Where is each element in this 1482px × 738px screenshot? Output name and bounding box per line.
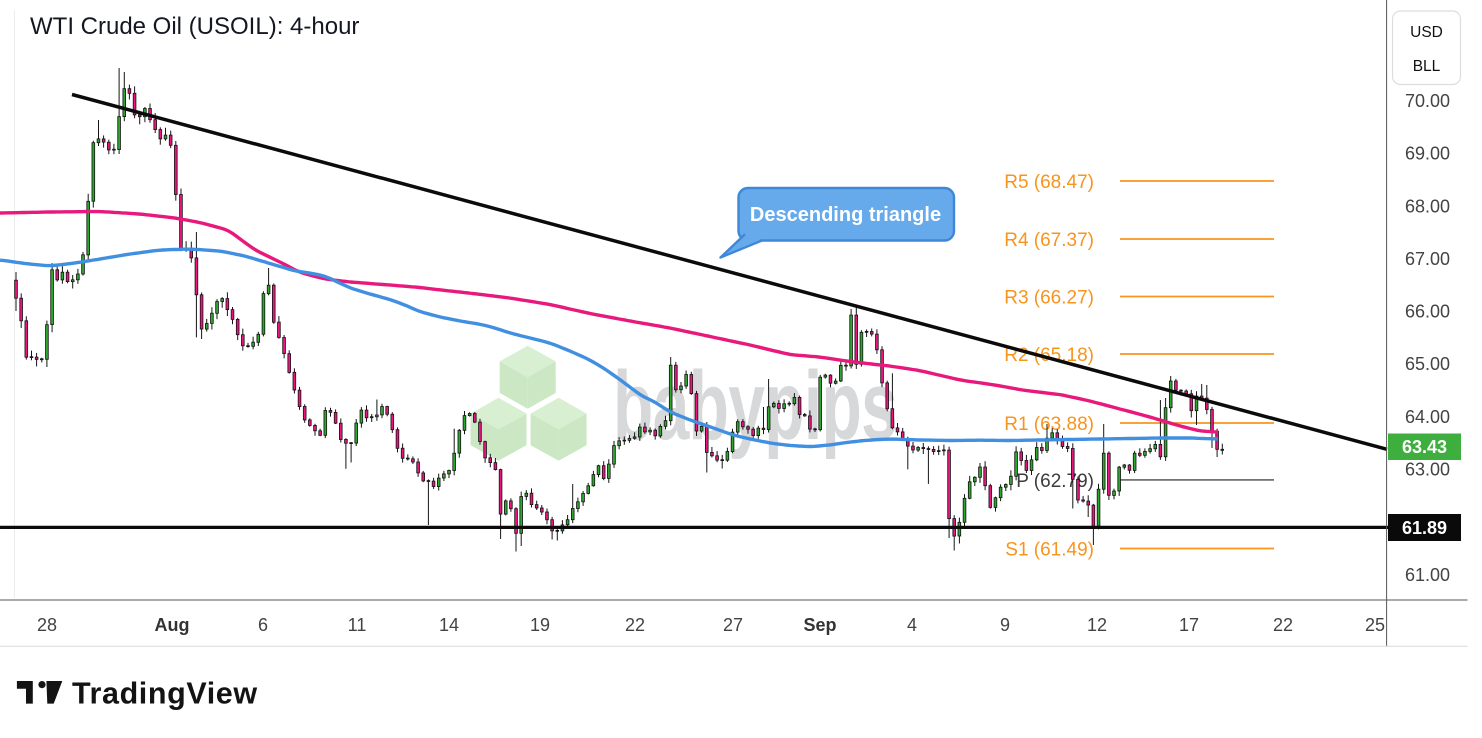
svg-text:babypips: babypips xyxy=(613,351,897,460)
svg-text:19: 19 xyxy=(530,615,550,635)
svg-text:14: 14 xyxy=(439,615,459,635)
svg-text:22: 22 xyxy=(1273,615,1293,635)
svg-text:WTI Crude Oil (USOIL): 4-hour: WTI Crude Oil (USOIL): 4-hour xyxy=(30,13,359,40)
svg-text:S1 (61.49): S1 (61.49) xyxy=(1005,540,1094,561)
svg-text:R1 (63.88): R1 (63.88) xyxy=(1004,414,1094,435)
svg-text:P (62.79): P (62.79) xyxy=(1016,471,1094,492)
svg-text:R2 (65.18): R2 (65.18) xyxy=(1004,345,1094,366)
svg-text:63.43: 63.43 xyxy=(1402,437,1447,457)
svg-text:66.00: 66.00 xyxy=(1405,302,1450,322)
svg-text:28: 28 xyxy=(37,615,57,635)
svg-text:69.00: 69.00 xyxy=(1405,144,1450,164)
svg-text:11: 11 xyxy=(348,615,367,635)
svg-text:27: 27 xyxy=(723,615,743,635)
svg-text:68.00: 68.00 xyxy=(1405,196,1450,216)
svg-text:25: 25 xyxy=(1365,615,1385,635)
svg-text:64.00: 64.00 xyxy=(1405,407,1450,427)
svg-text:63.00: 63.00 xyxy=(1405,460,1450,480)
svg-text:65.00: 65.00 xyxy=(1405,354,1450,374)
svg-text:BLL: BLL xyxy=(1413,58,1441,75)
svg-text:R3 (66.27): R3 (66.27) xyxy=(1004,288,1094,309)
svg-text:22: 22 xyxy=(625,615,645,635)
svg-text:R5 (68.47): R5 (68.47) xyxy=(1004,172,1094,193)
svg-text:61.89: 61.89 xyxy=(1402,518,1447,538)
svg-text:Descending triangle: Descending triangle xyxy=(750,204,941,226)
svg-text:9: 9 xyxy=(1000,615,1010,635)
svg-text:Sep: Sep xyxy=(803,615,836,635)
svg-text:USD: USD xyxy=(1410,24,1443,41)
svg-text:TradingView: TradingView xyxy=(72,677,258,711)
svg-text:R4 (67.37): R4 (67.37) xyxy=(1004,230,1094,251)
svg-text:70.00: 70.00 xyxy=(1405,91,1450,111)
svg-text:6: 6 xyxy=(258,615,268,635)
svg-text:61.00: 61.00 xyxy=(1405,565,1450,585)
svg-text:4: 4 xyxy=(907,615,917,635)
svg-text:Aug: Aug xyxy=(155,615,190,635)
svg-text:67.00: 67.00 xyxy=(1405,249,1450,269)
svg-text:12: 12 xyxy=(1087,615,1107,635)
svg-text:17: 17 xyxy=(1179,615,1199,635)
